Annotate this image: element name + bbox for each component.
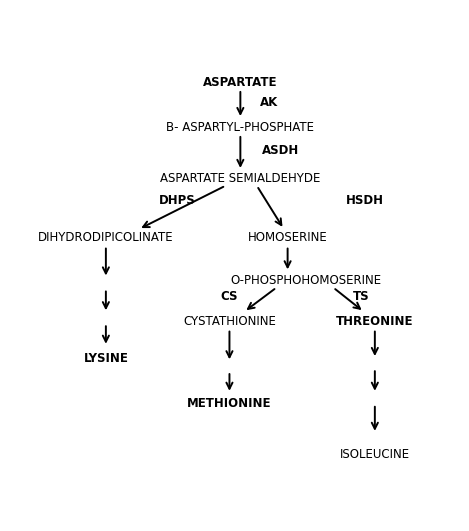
Text: TS: TS (353, 290, 370, 303)
Text: ASDH: ASDH (261, 144, 299, 157)
Text: HOMOSERINE: HOMOSERINE (248, 231, 327, 244)
Text: AK: AK (260, 96, 279, 109)
Text: METHIONINE: METHIONINE (187, 397, 272, 409)
Text: ISOLEUCINE: ISOLEUCINE (340, 448, 410, 461)
Text: THREONINE: THREONINE (336, 315, 414, 328)
Text: HSDH: HSDH (346, 194, 384, 207)
Text: CS: CS (220, 290, 238, 303)
Text: CYSTATHIONINE: CYSTATHIONINE (183, 315, 276, 328)
Text: LYSINE: LYSINE (83, 352, 129, 365)
Text: ASPARTATE SEMIALDEHYDE: ASPARTATE SEMIALDEHYDE (160, 172, 320, 185)
Text: B- ASPARTYL-PHOSPHATE: B- ASPARTYL-PHOSPHATE (166, 121, 314, 134)
Text: ASPARTATE: ASPARTATE (203, 75, 278, 89)
Text: O-PHOSPHOHOMOSERINE: O-PHOSPHOHOMOSERINE (230, 274, 381, 287)
Text: DHPS: DHPS (159, 194, 195, 207)
Text: DIHYDRODIPICOLINATE: DIHYDRODIPICOLINATE (38, 231, 174, 244)
